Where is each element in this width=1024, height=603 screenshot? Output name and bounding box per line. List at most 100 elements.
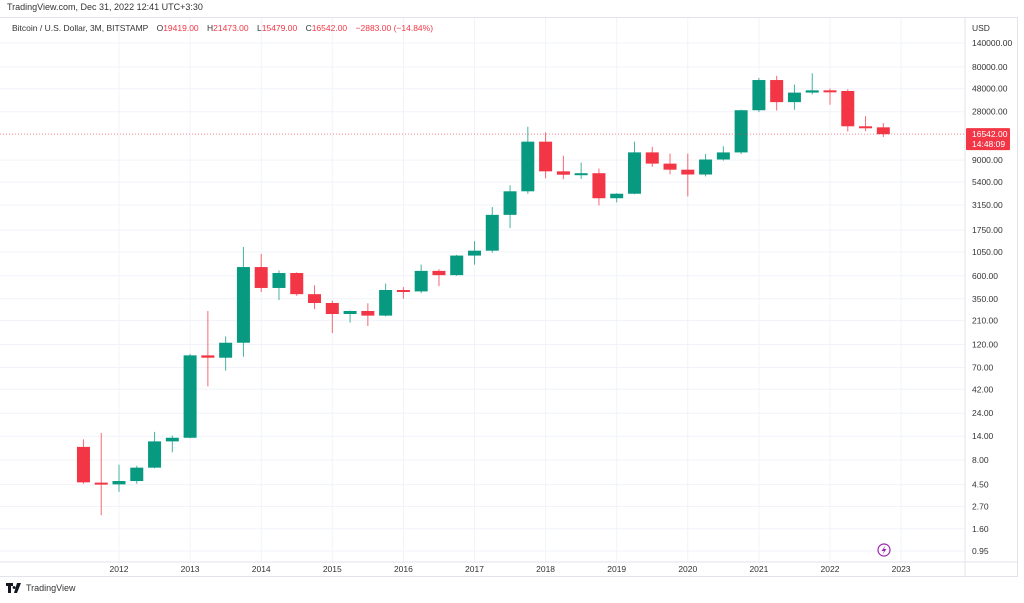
price-tick-label: 120.00 <box>972 339 998 349</box>
candle-up <box>165 437 179 442</box>
candle-down <box>254 267 268 288</box>
candle-up <box>574 173 588 176</box>
symbol-name[interactable]: Bitcoin / U.S. Dollar, 3M, BITSTAMP <box>12 23 149 33</box>
candle-up <box>130 467 144 482</box>
last-price-badge <box>966 128 1010 151</box>
low-value: 15479.00 <box>261 23 298 33</box>
price-tick-label: 140000.00 <box>972 38 1012 48</box>
price-tick-label: 8.00 <box>972 455 989 465</box>
high-label: H <box>207 23 214 33</box>
time-tick-label: 2018 <box>536 564 555 574</box>
candle-down <box>663 163 677 170</box>
time-tick-label: 2021 <box>749 564 768 574</box>
price-tick-label: 2.70 <box>972 501 989 511</box>
candle-up <box>450 255 464 276</box>
time-tick-label: 2013 <box>181 564 200 574</box>
time-tick-label: 2020 <box>678 564 697 574</box>
price-tick-label: 1.60 <box>972 524 989 534</box>
price-tick-label: 42.00 <box>972 384 994 394</box>
bar-countdown: 14:48:09 <box>972 139 1005 149</box>
candle-down <box>645 152 659 164</box>
candle-up <box>236 267 250 343</box>
candle-down <box>308 294 322 304</box>
time-tick-label: 2012 <box>110 564 129 574</box>
candle-up <box>148 441 162 468</box>
candle-down <box>325 303 339 315</box>
candle-down <box>432 270 446 276</box>
candle-down <box>823 90 837 93</box>
low-label: L <box>257 23 262 33</box>
candle-down <box>94 482 108 485</box>
candle-up <box>272 273 286 288</box>
candle-down <box>201 355 215 358</box>
time-tick-label: 2023 <box>892 564 911 574</box>
time-tick-label: 2019 <box>607 564 626 574</box>
time-tick-label: 2022 <box>821 564 840 574</box>
candle-up <box>485 214 499 251</box>
candle-up <box>219 342 233 358</box>
lightning-icon[interactable] <box>877 543 891 557</box>
time-tick-label: 2015 <box>323 564 342 574</box>
price-tick-label: 80000.00 <box>972 62 1008 72</box>
price-tick-label: 0.95 <box>972 546 989 556</box>
candle-up <box>468 250 481 256</box>
candle-up <box>503 191 517 215</box>
time-tick-label: 2016 <box>394 564 413 574</box>
candle-down <box>592 173 606 199</box>
price-tick-label: 14.00 <box>972 431 994 441</box>
chart-frame <box>0 17 1018 577</box>
candle-down <box>556 171 570 175</box>
candle-down <box>290 273 304 295</box>
high-value: 21473.00 <box>213 23 249 33</box>
open-value: 19419.00 <box>163 23 199 33</box>
candle-up <box>183 355 197 438</box>
price-tick-label: 1050.00 <box>972 247 1003 257</box>
price-tick-label: 70.00 <box>972 362 994 372</box>
candle-up <box>521 141 535 192</box>
logo-text: TradingView <box>26 583 76 593</box>
candle-up <box>627 152 641 194</box>
price-tick-label: 4.50 <box>972 480 989 490</box>
candle-up <box>699 159 713 175</box>
tradingview-logo[interactable]: TradingView <box>6 583 76 593</box>
currency-label: USD <box>972 23 990 33</box>
time-tick-label: 2014 <box>252 564 271 574</box>
candle-up <box>112 481 126 485</box>
price-tick-label: 24.00 <box>972 408 994 418</box>
candle-up <box>805 90 819 93</box>
candle-up <box>379 289 393 316</box>
candle-up <box>414 270 428 292</box>
price-tick-label: 350.00 <box>972 294 998 304</box>
candle-up <box>610 193 624 199</box>
site-timestamp: TradingView.com, Dec 31, 2022 12:41 UTC+… <box>7 2 203 12</box>
tradingview-logo-icon <box>6 583 21 593</box>
candle-down <box>539 141 553 172</box>
candle-up <box>787 92 801 103</box>
time-tick-label: 2017 <box>465 564 484 574</box>
candle-up <box>752 80 766 111</box>
close-value: 16542.00 <box>311 23 348 33</box>
price-tick-label: 600.00 <box>972 271 998 281</box>
price-tick-label: 28000.00 <box>972 107 1008 117</box>
candle-down <box>859 126 873 129</box>
candle-down <box>361 310 375 316</box>
last-price-value: 16542.00 <box>972 129 1008 139</box>
candle-up <box>734 110 748 153</box>
price-tick-label: 9000.00 <box>972 155 1003 165</box>
price-tick-label: 48000.00 <box>972 84 1008 94</box>
candle-up <box>343 310 357 315</box>
candle-up <box>716 152 730 160</box>
candle-down <box>876 127 890 135</box>
candle-down <box>681 169 695 175</box>
open-label: O <box>156 23 164 33</box>
candle-down <box>770 80 784 103</box>
price-tick-label: 3150.00 <box>972 200 1003 210</box>
candle-down <box>841 90 855 127</box>
change-value: −2883.00 (−14.84%) <box>355 23 434 33</box>
close-label: C <box>305 23 312 33</box>
candle-down <box>396 289 410 292</box>
price-tick-label: 210.00 <box>972 316 998 326</box>
price-tick-label: 5400.00 <box>972 177 1003 187</box>
candle-down <box>76 446 90 483</box>
